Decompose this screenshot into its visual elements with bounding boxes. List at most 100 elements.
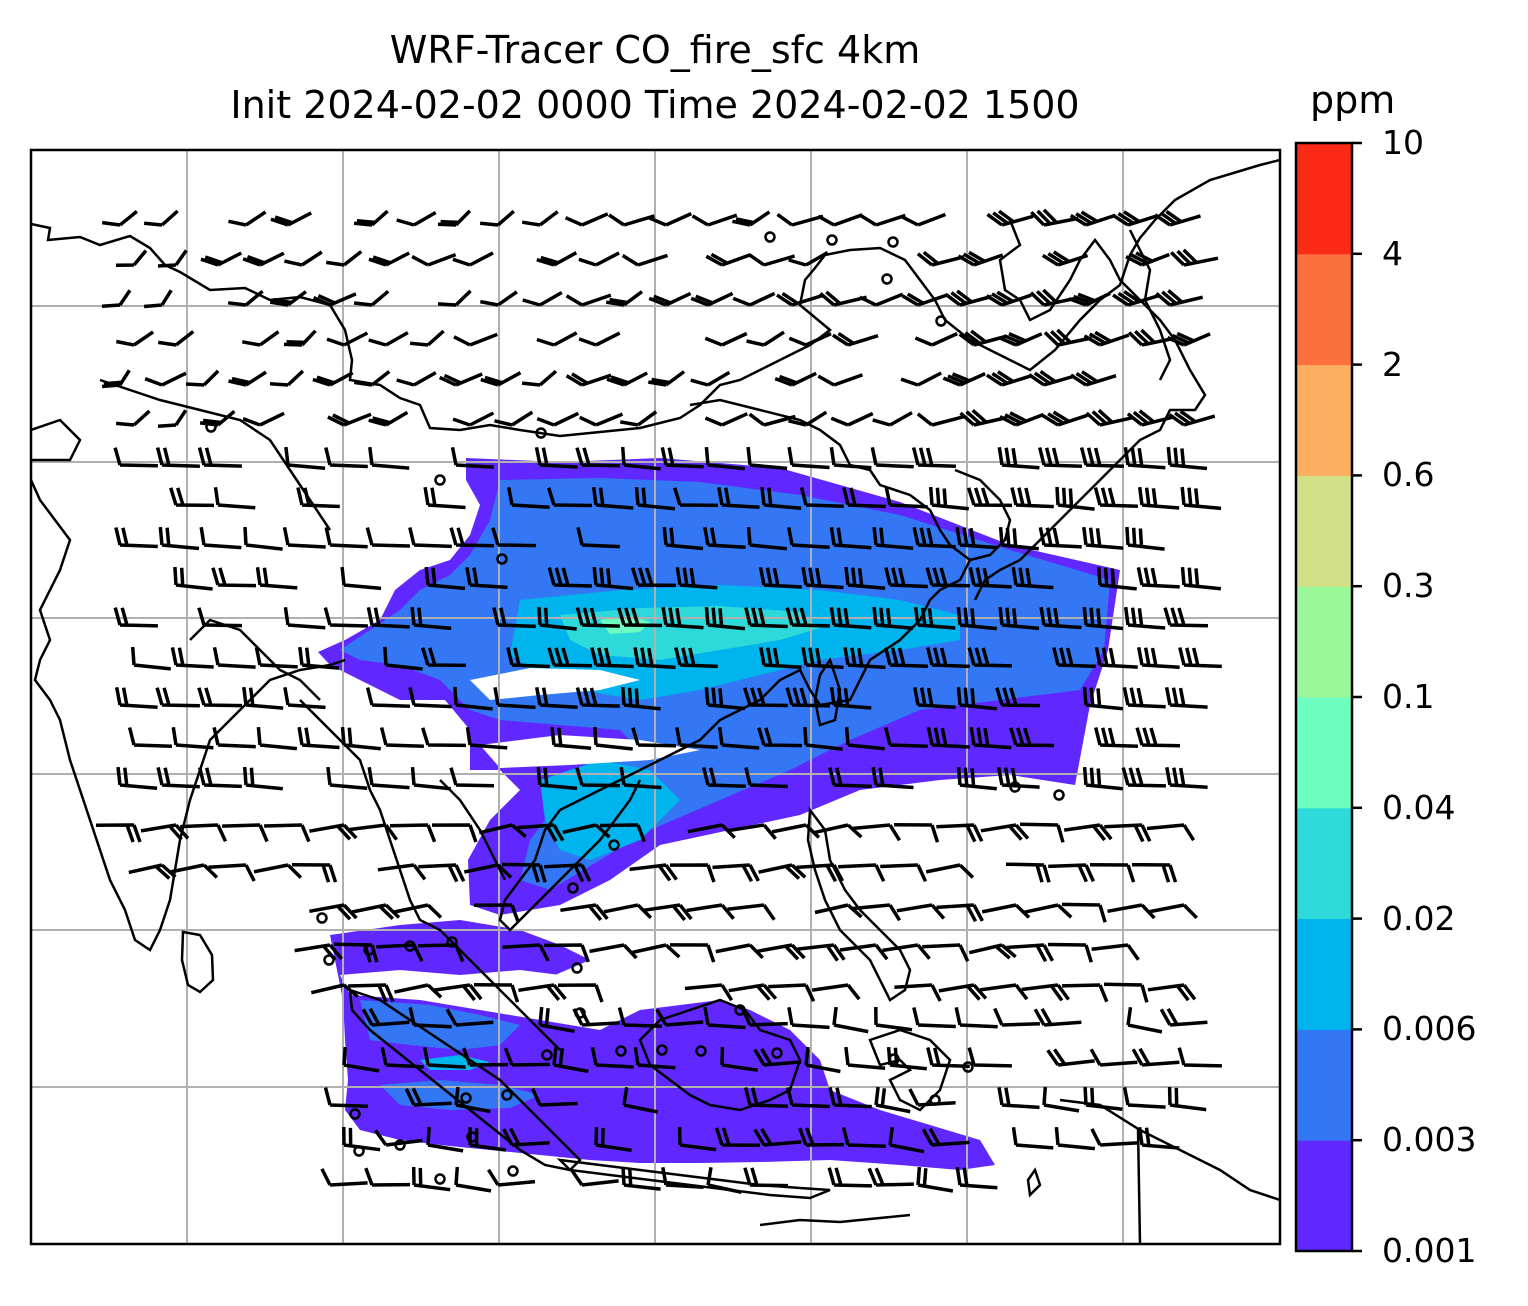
wind-barb-84: [1043, 328, 1093, 347]
calm-wind-marker-7: [434, 474, 446, 486]
wind-barb-380: [560, 903, 609, 922]
calm-wind-marker-34: [567, 882, 579, 894]
wind-barb-289: [256, 726, 298, 751]
colorbar-tick-label-0: 0.001: [1382, 1231, 1477, 1270]
wind-barb-511: [867, 1167, 914, 1187]
wind-barb-243: [170, 647, 214, 669]
wind-barb-442: [874, 1006, 913, 1032]
wind-barb-495: [921, 1127, 970, 1147]
wind-barb-61: [944, 289, 992, 307]
calm-wind-marker-33: [507, 1165, 519, 1177]
wind-barb-359: [377, 863, 427, 881]
wind-barb-48: [353, 289, 390, 307]
wind-barb-313: [326, 766, 368, 790]
wind-barb-126: [916, 412, 965, 427]
plume-gap-2: [480, 735, 700, 768]
wind-barb-448: [1159, 1007, 1208, 1027]
wind-barb-245: [254, 647, 298, 669]
wind-barb-332: [222, 823, 269, 843]
calm-wind-marker-20: [615, 1045, 627, 1057]
wind-barb-39: [957, 250, 1004, 267]
wind-barb-487: [502, 1127, 550, 1147]
wind-barb-240: [1123, 606, 1166, 630]
wind-barb-254: [759, 646, 802, 669]
wind-barb-509: [743, 1167, 789, 1188]
wind-barb-102: [690, 370, 731, 387]
wind-barb-385: [814, 903, 863, 919]
wind-barb-287: [171, 726, 214, 750]
wind-barb-354: [128, 863, 177, 880]
plume-north-low: [340, 478, 1110, 890]
wind-barb-114: [327, 412, 372, 427]
wind-barb-269: [365, 687, 410, 708]
wind-barb-45: [227, 289, 264, 307]
wind-barb-87: [1166, 331, 1211, 347]
wind-barb-399: [543, 943, 590, 963]
wind-barb-417: [473, 982, 520, 1003]
wind-barb-109: [1069, 370, 1117, 387]
wind-barb-291: [340, 726, 381, 751]
wind-barb-308: [1135, 727, 1181, 748]
wind-barb-312: [242, 766, 283, 791]
wind-barb-228: [617, 607, 663, 628]
wind-barb-73: [409, 329, 445, 347]
wind-barb-510: [827, 1167, 872, 1188]
wind-barb-277: [743, 687, 789, 708]
colorbar-tick-label-3: 0.02: [1382, 898, 1456, 938]
wind-barb-408: [922, 943, 970, 963]
wind-barb-318: [575, 767, 621, 788]
wind-barb-108: [1028, 369, 1076, 387]
wind-barb-455: [590, 1046, 634, 1069]
wind-barb-383: [686, 903, 735, 920]
wind-barb-379: [473, 903, 520, 923]
wind-barb-404: [757, 943, 806, 961]
calm-wind-marker-28: [501, 1089, 513, 1101]
wind-barb-51: [522, 290, 563, 307]
colorbar: [1294, 141, 1362, 1253]
wind-barb-201: [255, 566, 298, 590]
wind-barb-322: [828, 767, 872, 789]
calm-wind-marker-11: [316, 912, 328, 924]
wind-barb-382: [644, 903, 693, 922]
wind-barb-506: [621, 1166, 661, 1191]
wind-barb-265: [155, 687, 200, 708]
wind-barb-14: [776, 212, 824, 227]
wind-barb-452: [462, 1047, 509, 1067]
wind-barb-138: [368, 446, 410, 470]
calm-wind-marker-21: [541, 1049, 553, 1061]
colorbar-tick-label-10: 10: [1382, 123, 1424, 162]
wind-barb-219: [113, 607, 158, 628]
wind-barb-60: [901, 292, 948, 307]
wind-barb-501: [364, 1167, 411, 1187]
wind-barb-253: [674, 647, 718, 669]
wind-barb-169: [928, 486, 969, 511]
wind-barb-410: [1006, 943, 1055, 963]
wind-barb-222: [323, 607, 368, 628]
wind-barb-403: [715, 943, 764, 960]
wind-barb-371: [925, 863, 975, 879]
wind-barb-17: [901, 212, 947, 227]
wind-barb-47: [312, 292, 357, 307]
wind-barb-473: [743, 1087, 788, 1109]
wind-barb-28: [325, 250, 363, 267]
wind-barb-391: [1061, 902, 1107, 923]
wind-barb-405: [797, 943, 846, 962]
wind-barb-233: [829, 606, 872, 630]
wind-barb-324: [956, 766, 997, 791]
wind-barb-151: [1038, 447, 1082, 469]
wind-barb-418: [518, 983, 567, 1002]
wind-barb-433: [445, 1008, 494, 1027]
wind-barb-372: [1005, 862, 1051, 883]
wind-barb-185: [491, 527, 537, 548]
wind-barb-224: [410, 606, 452, 631]
wind-barb-3: [270, 211, 313, 227]
wind-barb-465: [1089, 1048, 1138, 1067]
wind-barb-15: [817, 213, 863, 227]
wind-barb-438: [703, 1006, 746, 1030]
wind-barb-86: [1127, 328, 1177, 347]
wind-barb-467: [1177, 1047, 1222, 1068]
wind-barb-70: [283, 329, 317, 347]
wind-barb-242: [130, 646, 171, 671]
wind-barb-351: [1063, 823, 1113, 842]
wind-barb-26: [242, 251, 285, 267]
